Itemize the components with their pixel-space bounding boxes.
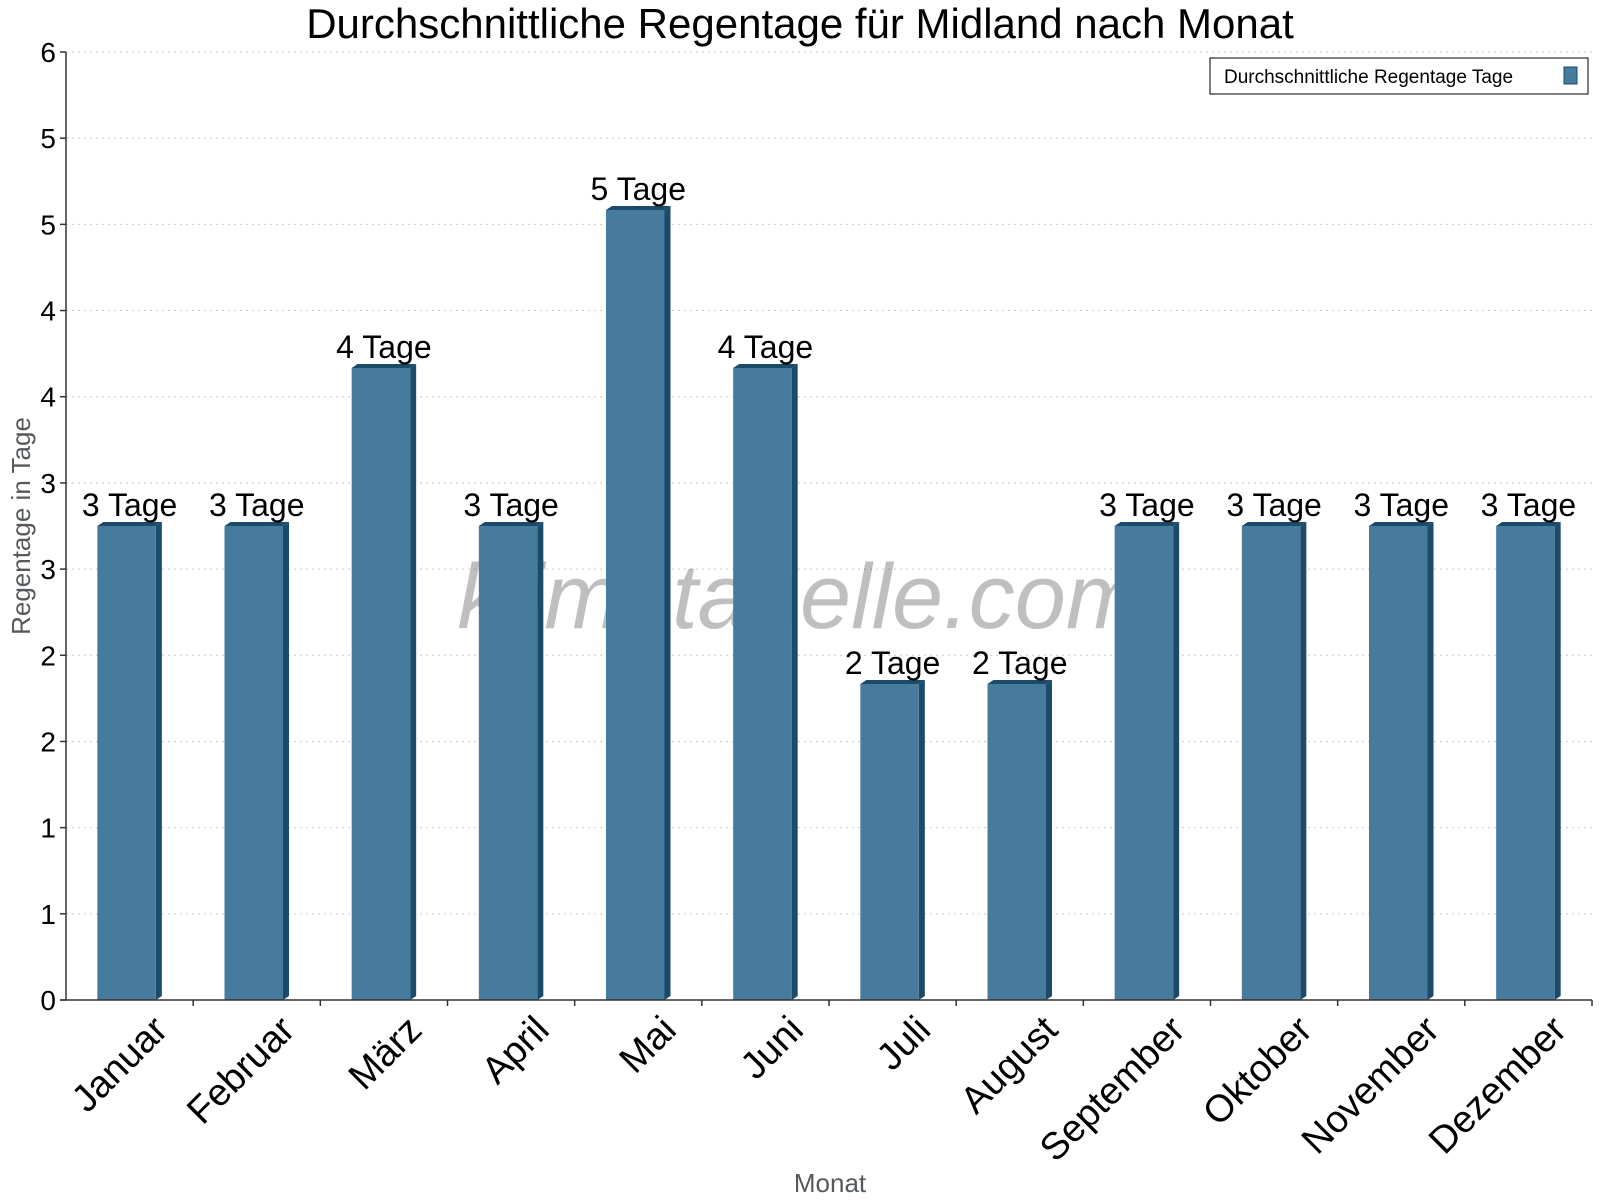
data-label: 4 Tage: [718, 329, 814, 365]
bar: [1114, 526, 1174, 1000]
x-tick-label: Januar: [64, 1008, 176, 1120]
x-tick-label: Juni: [733, 1009, 812, 1088]
bar: [860, 684, 919, 1000]
bar-side: [155, 522, 162, 1000]
bar-group: 3 Tage: [1481, 487, 1577, 1000]
bar: [351, 368, 411, 1000]
bar-group: 3 Tage: [82, 487, 178, 1000]
legend-box: [1209, 57, 1589, 95]
x-tick-label: Februar: [179, 1008, 303, 1132]
bar-group: 3 Tage: [209, 487, 305, 1000]
y-tick-label: 3: [40, 468, 56, 499]
watermark: klimatabelle.com: [457, 546, 1142, 648]
bar-top: [478, 522, 544, 526]
bar-top: [987, 680, 1052, 684]
x-tick-label: November: [1294, 1008, 1448, 1162]
bar-side: [1300, 522, 1307, 1000]
legend-swatch: [1563, 66, 1578, 85]
x-tick-label: Juli: [869, 1009, 939, 1079]
legend-label: Durchschnittliche Regentage Tage: [1224, 67, 1513, 88]
x-tick-label: Dezember: [1421, 1008, 1575, 1162]
y-tick-label: 2: [40, 640, 56, 671]
bar-group: 2 Tage: [845, 645, 941, 1000]
bar: [1496, 526, 1555, 1000]
data-label: 3 Tage: [1481, 487, 1577, 523]
bar-group: 3 Tage: [463, 487, 559, 1000]
data-label: 3 Tage: [209, 487, 305, 523]
bar: [606, 210, 665, 1000]
data-label: 2 Tage: [972, 645, 1068, 681]
x-tick-label: April: [474, 1009, 557, 1092]
data-label: 3 Tage: [82, 487, 178, 523]
bar-side: [1173, 522, 1180, 1000]
chart-title: Durchschnittliche Regentage für Midland …: [306, 0, 1294, 47]
bar-top: [97, 522, 162, 526]
bar-group: 5 Tage: [591, 171, 687, 1000]
y-tick-label: 3: [40, 554, 56, 585]
bar-group: 3 Tage: [1354, 487, 1450, 1000]
data-label: 5 Tage: [591, 171, 687, 207]
y-axis-ticks: 0 1 1 2 2 3 3 4 4 5 5 6: [40, 37, 66, 1016]
bar-top: [1241, 522, 1307, 526]
x-tick-label: Oktober: [1195, 1008, 1321, 1134]
bar-top: [224, 522, 289, 526]
y-axis-label: Regentage in Tage: [6, 417, 36, 635]
bar-top: [1114, 522, 1180, 526]
bar: [733, 368, 792, 1000]
bar-group: 3 Tage: [1226, 487, 1322, 1000]
y-tick-label: 6: [40, 37, 56, 68]
bar: [478, 526, 538, 1000]
bar-group: 4 Tage: [336, 329, 432, 1000]
data-label: 3 Tage: [1099, 487, 1195, 523]
bar-side: [1045, 680, 1052, 1000]
bar-side: [1554, 522, 1561, 1000]
bar-side: [410, 364, 417, 1000]
legend: Durchschnittliche Regentage Tage: [1209, 57, 1589, 95]
y-tick-label: 2: [40, 726, 56, 757]
data-label: 3 Tage: [463, 487, 559, 523]
bar-side: [282, 522, 289, 1000]
bar-top: [733, 364, 798, 368]
bar-group: 2 Tage: [972, 645, 1068, 1000]
data-label: 4 Tage: [336, 329, 432, 365]
y-tick-label: 5: [40, 209, 56, 240]
y-tick-label: 4: [40, 296, 56, 327]
bar-side: [791, 364, 798, 1000]
x-axis-ticks: Januar Februar März April Mai Juni Juli AugustS…: [64, 1000, 1593, 1170]
x-tick-label: Mai: [612, 1009, 685, 1082]
y-tick-label: 1: [40, 899, 56, 930]
data-label: 2 Tage: [845, 645, 941, 681]
bar-top: [1369, 522, 1434, 526]
bar-top: [1496, 522, 1561, 526]
bar-top: [860, 680, 925, 684]
y-tick-label: 4: [40, 382, 56, 413]
data-label: 3 Tage: [1226, 487, 1322, 523]
x-tick-label: März: [341, 1009, 430, 1098]
bar: [224, 526, 283, 1000]
bar-side: [664, 206, 671, 1000]
bar-group: 3 Tage: [1099, 487, 1195, 1000]
x-tick-label: August: [953, 1008, 1067, 1122]
gridlines: [66, 51, 1592, 915]
bar-side: [918, 680, 925, 1000]
data-label: 3 Tage: [1354, 487, 1450, 523]
bar-top: [606, 206, 671, 210]
bar-top: [351, 364, 417, 368]
y-tick-label: 0: [40, 985, 56, 1016]
y-tick-label: 5: [40, 123, 56, 154]
y-tick-label: 1: [40, 813, 56, 844]
x-axis-label: Monat: [794, 1168, 867, 1198]
bar: [1241, 526, 1301, 1000]
bar-side: [1427, 522, 1434, 1000]
bar-group: 4 Tage: [718, 329, 814, 1000]
bar: [97, 526, 156, 1000]
bar: [1369, 526, 1428, 1000]
bar-side: [537, 522, 544, 1000]
bars: 3 Tage 3 Tage 4 Tage 3 Tage 5 Tage 4 Tage 2 Ta…: [82, 171, 1576, 1000]
bar: [987, 684, 1046, 1000]
